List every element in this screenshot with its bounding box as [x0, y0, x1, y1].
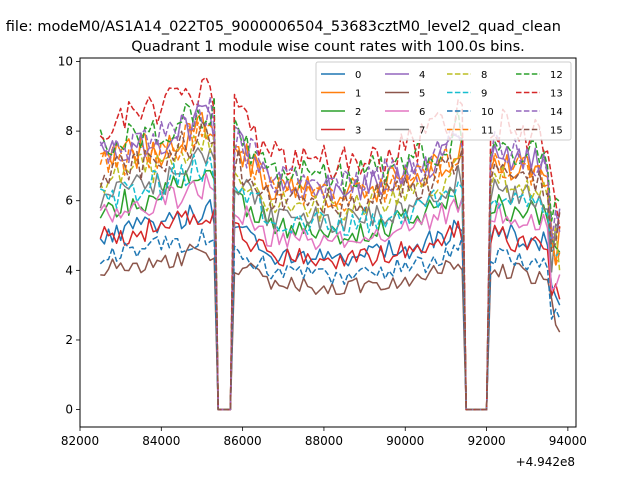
y-tick-label: 6: [65, 194, 73, 208]
legend-label: 7: [419, 126, 425, 137]
legend-label: 14: [550, 107, 563, 118]
x-tick-label: 92000: [467, 434, 505, 448]
legend-label: 15: [550, 126, 563, 137]
legend-label: 11: [481, 126, 494, 137]
y-axis: 0 2 4 6 8 10: [58, 54, 80, 417]
y-tick-label: 2: [65, 333, 73, 347]
x-tick-label: 94000: [549, 434, 587, 448]
legend-label: 10: [481, 107, 494, 118]
legend-label: 0: [355, 70, 361, 81]
legend-label: 9: [481, 89, 487, 100]
x-axis-offset-text: +4.942e8: [516, 455, 575, 469]
y-tick-label: 4: [65, 263, 73, 277]
series-line-8: [99, 127, 561, 411]
series-layer: [99, 76, 561, 411]
legend-label: 1: [355, 89, 361, 100]
legend-label: 12: [550, 70, 563, 81]
legend-label: 13: [550, 89, 563, 100]
x-tick-label: 84000: [142, 434, 180, 448]
axes-frame: [79, 57, 577, 428]
y-tick-label: 0: [65, 403, 73, 417]
series-line-14: [99, 96, 561, 411]
figure-suptitle: n file: modeM0/AS1A14_022T05_9000006504_…: [0, 19, 561, 35]
legend-label: 8: [481, 70, 487, 81]
series-line-15: [99, 120, 561, 411]
legend-label: 5: [419, 89, 425, 100]
series-line-9: [99, 153, 561, 411]
legend-label: 2: [355, 107, 361, 118]
x-tick-label: 90000: [386, 434, 424, 448]
x-tick-label: 88000: [305, 434, 343, 448]
y-tick-label: 8: [65, 124, 73, 138]
y-tick-label: 10: [58, 54, 73, 68]
legend-label: 3: [355, 126, 361, 137]
x-tick-label: 82000: [61, 434, 99, 448]
legend-label: 6: [419, 107, 425, 118]
x-tick-label: 86000: [224, 434, 262, 448]
legend-label: 4: [419, 70, 425, 81]
chart-title: Quadrant 1 module wise count rates with …: [131, 39, 525, 55]
x-axis: 82000 84000 86000 88000 90000 92000 94000: [61, 427, 587, 448]
legend-box: [315, 61, 572, 141]
